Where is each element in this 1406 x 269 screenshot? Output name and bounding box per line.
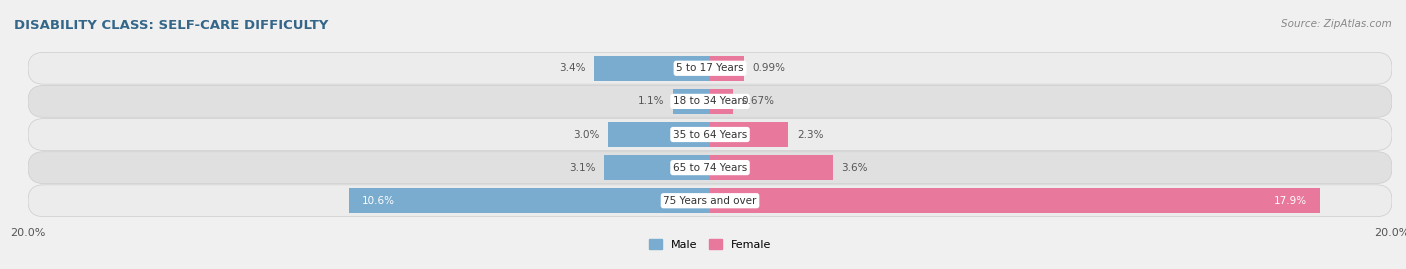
FancyBboxPatch shape	[28, 152, 1392, 183]
Text: 3.4%: 3.4%	[560, 63, 585, 73]
Text: 17.9%: 17.9%	[1274, 196, 1306, 206]
Text: 65 to 74 Years: 65 to 74 Years	[673, 162, 747, 173]
Bar	[710, 56, 744, 81]
Bar	[710, 89, 733, 114]
Bar	[595, 56, 710, 81]
FancyBboxPatch shape	[28, 52, 1392, 84]
Text: 10.6%: 10.6%	[363, 196, 395, 206]
Text: 75 Years and over: 75 Years and over	[664, 196, 756, 206]
Bar	[349, 188, 710, 213]
Text: DISABILITY CLASS: SELF-CARE DIFFICULTY: DISABILITY CLASS: SELF-CARE DIFFICULTY	[14, 19, 329, 32]
Bar	[672, 89, 710, 114]
Text: 0.67%: 0.67%	[741, 96, 775, 107]
Text: 5 to 17 Years: 5 to 17 Years	[676, 63, 744, 73]
Text: 35 to 64 Years: 35 to 64 Years	[673, 129, 747, 140]
FancyBboxPatch shape	[28, 185, 1392, 217]
Text: 0.99%: 0.99%	[752, 63, 786, 73]
Bar	[605, 155, 710, 180]
Text: 3.1%: 3.1%	[569, 162, 596, 173]
FancyBboxPatch shape	[28, 86, 1392, 117]
Bar	[710, 122, 789, 147]
Text: 2.3%: 2.3%	[797, 129, 824, 140]
FancyBboxPatch shape	[28, 119, 1392, 150]
Text: 1.1%: 1.1%	[637, 96, 664, 107]
Text: 3.0%: 3.0%	[572, 129, 599, 140]
Text: Source: ZipAtlas.com: Source: ZipAtlas.com	[1281, 19, 1392, 29]
Bar	[710, 155, 832, 180]
Bar	[607, 122, 710, 147]
Text: 3.6%: 3.6%	[841, 162, 868, 173]
Text: 18 to 34 Years: 18 to 34 Years	[673, 96, 747, 107]
Bar	[710, 188, 1320, 213]
Legend: Male, Female: Male, Female	[645, 235, 775, 253]
